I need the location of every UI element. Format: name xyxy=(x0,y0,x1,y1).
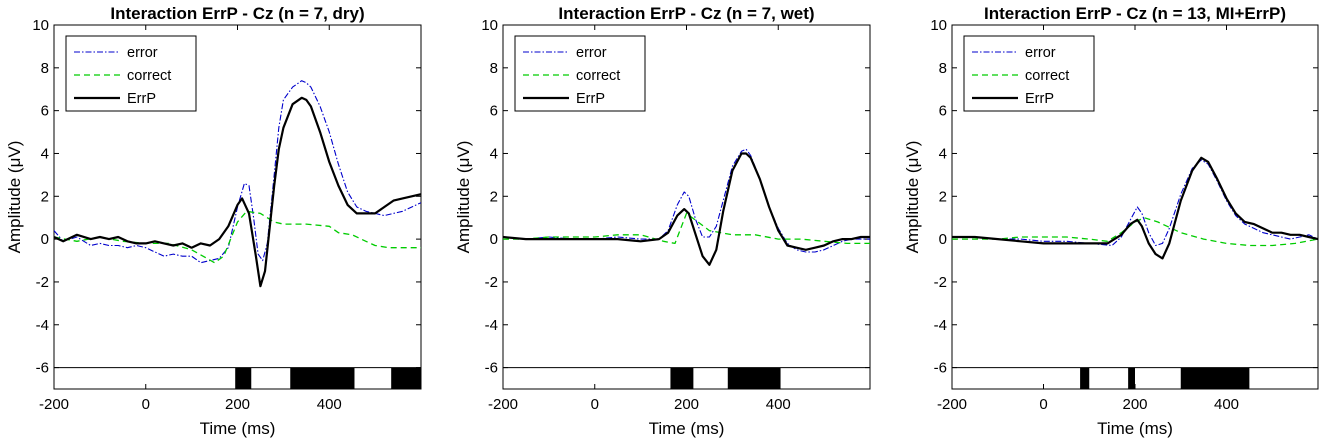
y-tick-label: 6 xyxy=(490,103,498,120)
x-tick-label: -200 xyxy=(937,396,967,413)
series-line-error xyxy=(503,148,870,253)
y-tick-label: 10 xyxy=(930,17,947,34)
significance-bar xyxy=(670,367,694,389)
series-line-errp xyxy=(54,96,421,288)
y-tick-label: 4 xyxy=(939,145,947,162)
chart-panel-1: Interaction ErrP - Cz (n = 7, dry) -6 -4 -2… xyxy=(5,4,422,438)
y-tick-label: -2 xyxy=(934,274,947,291)
chart-panel-2: Interaction ErrP - Cz (n = 7, wet) -6 -4 -2… xyxy=(454,4,871,438)
chart-title: Interaction ErrP - Cz (n = 7, dry) xyxy=(110,4,364,23)
y-tick-label: -2 xyxy=(36,274,49,291)
significance-bar xyxy=(290,367,355,389)
significance-bar xyxy=(1128,367,1135,389)
y-tick-label: 6 xyxy=(939,103,947,120)
series-line-error xyxy=(54,80,421,264)
legend-label: correct xyxy=(576,68,620,84)
series-line-errp xyxy=(503,152,870,266)
y-axis-label: Amplitude (μV) xyxy=(903,141,922,254)
legend-label: ErrP xyxy=(1025,91,1054,107)
y-tick-label: 2 xyxy=(490,188,498,205)
y-tick-label: -4 xyxy=(485,317,498,334)
y-tick-label: -6 xyxy=(934,360,947,377)
y-axis-label: Amplitude (μV) xyxy=(454,141,473,254)
y-axis-label: Amplitude (μV) xyxy=(5,141,24,254)
chart-title: Interaction ErrP - Cz (n = 7, wet) xyxy=(558,4,814,23)
y-tick-label: 0 xyxy=(490,231,498,248)
y-tick-label: 2 xyxy=(41,188,49,205)
x-tick-label: 200 xyxy=(674,396,699,413)
legend-label: error xyxy=(576,45,607,61)
legend-label: correct xyxy=(1025,68,1069,84)
y-tick-label: 0 xyxy=(41,231,49,248)
x-tick-label: 400 xyxy=(317,396,342,413)
series-line-correct xyxy=(952,217,1318,247)
y-tick-label: 4 xyxy=(490,145,498,162)
x-tick-label: 0 xyxy=(1039,396,1047,413)
x-tick-label: -200 xyxy=(39,396,69,413)
legend-label: error xyxy=(127,45,158,61)
series-line-error xyxy=(952,159,1318,247)
y-tick-label: 4 xyxy=(41,145,49,162)
x-axis-label: Time (ms) xyxy=(200,419,276,438)
y-tick-label: -4 xyxy=(36,317,49,334)
legend-label: correct xyxy=(127,68,171,84)
significance-bar xyxy=(235,367,252,389)
y-tick-label: 8 xyxy=(939,60,947,77)
y-tick-label: 10 xyxy=(481,17,498,34)
y-tick-label: 10 xyxy=(32,17,49,34)
series-line-correct xyxy=(54,210,421,264)
chart-title: Interaction ErrP - Cz (n = 13, MI+ErrP) xyxy=(984,4,1286,23)
y-tick-label: -2 xyxy=(485,274,498,291)
series-line-errp xyxy=(952,156,1318,260)
y-tick-label: 8 xyxy=(490,60,498,77)
y-tick-label: 0 xyxy=(939,231,947,248)
x-axis-label: Time (ms) xyxy=(1097,419,1173,438)
x-tick-label: 200 xyxy=(1122,396,1147,413)
significance-bar xyxy=(391,367,421,389)
x-tick-label: 0 xyxy=(591,396,599,413)
x-tick-label: 200 xyxy=(225,396,250,413)
x-tick-label: 400 xyxy=(1214,396,1239,413)
legend-label: ErrP xyxy=(127,91,156,107)
y-tick-label: -6 xyxy=(36,360,49,377)
series-line-correct xyxy=(503,212,870,245)
x-tick-label: -200 xyxy=(488,396,518,413)
x-tick-label: 0 xyxy=(142,396,150,413)
significance-bar xyxy=(727,367,781,389)
y-tick-label: 2 xyxy=(939,188,947,205)
significance-bar xyxy=(1080,367,1090,389)
y-tick-label: 6 xyxy=(41,103,49,120)
y-tick-label: 8 xyxy=(41,60,49,77)
legend-label: error xyxy=(1025,45,1056,61)
y-tick-label: -6 xyxy=(485,360,498,377)
y-tick-label: -4 xyxy=(934,317,947,334)
legend-label: ErrP xyxy=(576,91,605,107)
x-axis-label: Time (ms) xyxy=(649,419,725,438)
significance-bar xyxy=(1180,367,1250,389)
x-tick-label: 400 xyxy=(766,396,791,413)
chart-panel-3: Interaction ErrP - Cz (n = 13, MI+ErrP) -… xyxy=(903,4,1319,438)
